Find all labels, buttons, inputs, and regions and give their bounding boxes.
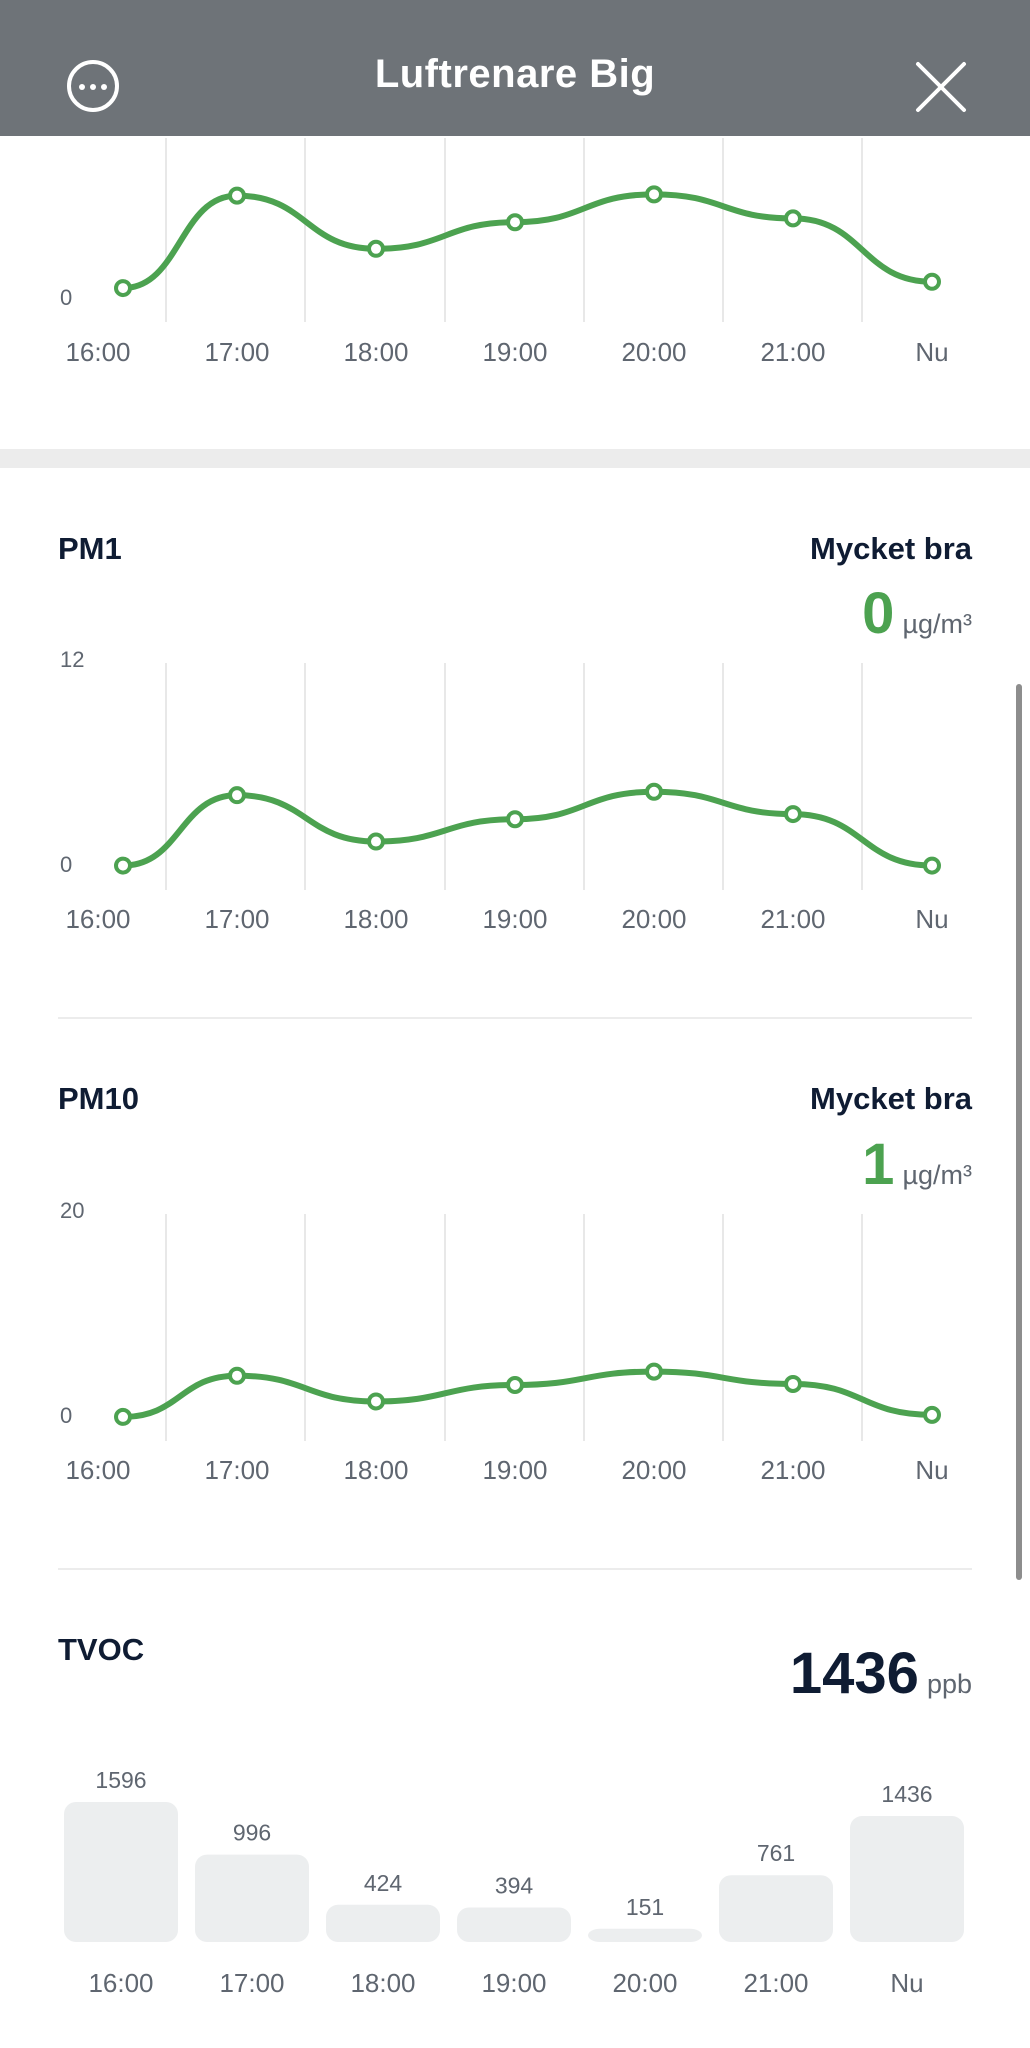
section-divider bbox=[58, 1568, 972, 1570]
tvoc-value: 1436 bbox=[789, 1641, 919, 1706]
tvoc-reading: 1436 ppb bbox=[790, 1640, 972, 1707]
app-header: Luftrenare Big bbox=[0, 0, 1030, 136]
x-axis-tick-label: Nu bbox=[915, 1455, 948, 1485]
x-axis-tick-label: 17:00 bbox=[204, 337, 269, 367]
x-axis-tick-label: 16:00 bbox=[65, 1455, 130, 1485]
data-point bbox=[367, 832, 385, 851]
data-point bbox=[228, 1366, 246, 1385]
data-point bbox=[367, 1392, 385, 1411]
bar-value-label: 394 bbox=[495, 1872, 534, 1898]
tvoc-bar bbox=[64, 1802, 178, 1942]
x-axis-tick-label: 21:00 bbox=[743, 1968, 808, 1998]
x-axis-tick-label: Nu bbox=[915, 337, 948, 367]
bar-value-label: 1596 bbox=[95, 1767, 146, 1793]
x-axis-tick-label: 18:00 bbox=[343, 1455, 408, 1485]
data-point bbox=[923, 1405, 941, 1424]
data-point bbox=[506, 810, 524, 829]
x-axis-tick-label: 16:00 bbox=[65, 904, 130, 934]
data-point bbox=[645, 782, 663, 801]
x-axis-tick-label: 16:00 bbox=[88, 1968, 153, 1998]
tvoc-bar bbox=[195, 1854, 309, 1942]
pm1-unit: µg/m³ bbox=[902, 609, 972, 639]
bar-value-label: 996 bbox=[233, 1820, 271, 1846]
pm10-unit: µg/m³ bbox=[902, 1160, 972, 1190]
pm1-title: PM1 bbox=[58, 531, 122, 566]
x-axis-tick-label: 17:00 bbox=[204, 904, 269, 934]
tvoc-title: TVOC bbox=[58, 1632, 145, 1667]
data-point bbox=[784, 209, 802, 228]
bar-value-label: 424 bbox=[364, 1870, 403, 1896]
x-axis-tick-label: 18:00 bbox=[343, 337, 408, 367]
tvoc-unit: ppb bbox=[926, 1669, 972, 1699]
tvoc-bar bbox=[588, 1928, 702, 1942]
data-point bbox=[645, 185, 663, 204]
bar-value-label: 151 bbox=[626, 1894, 664, 1920]
dot-icon bbox=[79, 84, 85, 90]
y-axis-min-label: 0 bbox=[60, 285, 72, 310]
pm1-status: Mycket bra bbox=[810, 531, 972, 566]
x-axis-tick-label: 19:00 bbox=[482, 337, 547, 367]
data-point bbox=[923, 856, 941, 875]
x-axis-tick-label: 19:00 bbox=[481, 1968, 546, 1998]
data-point bbox=[367, 239, 385, 258]
data-point bbox=[114, 1407, 132, 1426]
x-axis-tick-label: 18:00 bbox=[350, 1968, 415, 1998]
x-axis-tick-label: 21:00 bbox=[760, 337, 825, 367]
scrollbar[interactable] bbox=[1016, 684, 1022, 1580]
x-axis-tick-label: 20:00 bbox=[621, 337, 686, 367]
x-axis-tick-label: 20:00 bbox=[612, 1968, 677, 1998]
y-axis-min-label: 0 bbox=[60, 852, 72, 877]
x-axis-tick-label: Nu bbox=[915, 904, 948, 934]
x-axis-tick-label: 21:00 bbox=[760, 1455, 825, 1485]
dot-icon bbox=[101, 84, 107, 90]
bar-value-label: 1436 bbox=[881, 1781, 932, 1807]
more-options-button[interactable] bbox=[67, 60, 119, 112]
top-line-chart: 0 16:00 17:00 18:00 19:00 20:00 21:00 Nu bbox=[60, 138, 949, 367]
data-point bbox=[228, 786, 246, 805]
x-axis-tick-label: Nu bbox=[890, 1968, 923, 1998]
y-axis-max-label: 12 bbox=[60, 647, 84, 672]
tvoc-bar bbox=[326, 1904, 440, 1942]
pm10-title: PM10 bbox=[58, 1081, 139, 1116]
x-axis-tick-label: 20:00 bbox=[621, 904, 686, 934]
y-axis-max-label: 20 bbox=[60, 1198, 84, 1223]
data-point bbox=[114, 279, 132, 298]
x-axis-tick-label: 17:00 bbox=[219, 1968, 284, 1998]
data-point bbox=[506, 213, 524, 232]
page-title: Luftrenare Big bbox=[374, 52, 656, 96]
data-point bbox=[784, 805, 802, 824]
pm1-reading: 0 µg/m³ bbox=[862, 580, 972, 647]
pm1-value: 0 bbox=[862, 581, 895, 646]
data-point bbox=[784, 1374, 802, 1393]
y-axis-min-label: 0 bbox=[60, 1403, 72, 1428]
section-divider bbox=[58, 1017, 972, 1019]
x-axis-tick-label: 19:00 bbox=[482, 1455, 547, 1485]
x-axis-tick-label: 19:00 bbox=[482, 904, 547, 934]
section-separator bbox=[0, 449, 1030, 468]
x-axis-tick-label: 17:00 bbox=[204, 1455, 269, 1485]
x-axis-tick-label: 20:00 bbox=[621, 1455, 686, 1485]
tvoc-bar bbox=[719, 1875, 833, 1942]
pm10-line-chart: 20 0 16:00 17:00 18:00 19:00 20:00 21:00 Nu bbox=[60, 1198, 949, 1485]
dot-icon bbox=[90, 84, 96, 90]
x-axis-tick-label: 16:00 bbox=[65, 337, 130, 367]
tvoc-bar bbox=[457, 1907, 571, 1942]
pm1-line-chart: 12 0 16:00 17:00 18:00 19:00 20:00 21:00 Nu bbox=[60, 647, 949, 934]
data-point bbox=[506, 1375, 524, 1394]
data-point bbox=[645, 1362, 663, 1381]
tvoc-bar bbox=[850, 1816, 964, 1942]
data-point bbox=[114, 856, 132, 875]
close-icon[interactable] bbox=[914, 60, 968, 114]
data-point bbox=[923, 272, 941, 291]
x-axis-tick-label: 21:00 bbox=[760, 904, 825, 934]
pm10-status: Mycket bra bbox=[810, 1081, 972, 1116]
data-point bbox=[228, 186, 246, 205]
pm10-value: 1 bbox=[862, 1132, 895, 1197]
bar-value-label: 761 bbox=[757, 1840, 795, 1866]
pm10-reading: 1 µg/m³ bbox=[862, 1131, 972, 1198]
x-axis-tick-label: 18:00 bbox=[343, 904, 408, 934]
